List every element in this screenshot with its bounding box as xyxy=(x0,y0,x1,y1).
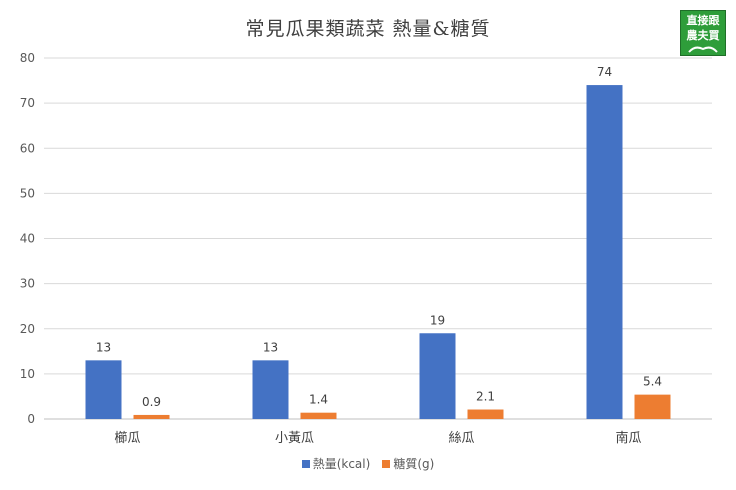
data-label: 0.9 xyxy=(142,395,161,409)
bar-sugar xyxy=(634,394,671,419)
y-tick-label: 20 xyxy=(20,322,35,336)
hand-icon xyxy=(688,46,718,53)
y-tick-label: 10 xyxy=(20,367,35,381)
bar-sugar xyxy=(467,409,504,419)
bar-sugar xyxy=(300,412,337,419)
y-tick-label: 60 xyxy=(20,141,35,155)
bar-chart: 0 10 20 30 40 50 60 70 80 13 0.9 櫛瓜 13 1.4 小黃瓜 19 2.1 絲瓜 7… xyxy=(20,51,712,446)
bar-calories xyxy=(419,333,456,419)
chart-legend: 熱量(kcal) 糖質(g) xyxy=(0,455,736,472)
x-tick-label: 小黃瓜 xyxy=(275,431,314,446)
data-label: 1.4 xyxy=(309,393,328,407)
y-tick-label: 70 xyxy=(20,96,35,110)
data-label: 13 xyxy=(96,340,111,354)
data-label: 2.1 xyxy=(476,390,495,404)
y-tick-label: 30 xyxy=(20,277,35,291)
y-tick-label: 0 xyxy=(27,412,35,426)
x-tick-label: 南瓜 xyxy=(615,430,641,446)
legend-label: 糖質(g) xyxy=(393,457,435,471)
legend-item: 熱量(kcal) xyxy=(301,455,371,472)
y-tick-label: 80 xyxy=(20,51,35,65)
logo-line-2: 農夫買 xyxy=(686,29,720,42)
bar-calories xyxy=(85,360,122,419)
bar-calories xyxy=(252,360,289,419)
x-tick-label: 絲瓜 xyxy=(448,431,474,446)
brand-logo: 直接跟 農夫買 xyxy=(680,10,726,56)
data-label: 13 xyxy=(263,340,278,354)
legend-swatch xyxy=(301,460,310,468)
bar-sugar xyxy=(133,414,170,419)
x-tick-label: 櫛瓜 xyxy=(114,431,140,446)
y-tick-label: 50 xyxy=(20,186,35,200)
bar-calories xyxy=(586,85,623,419)
logo-line-1: 直接跟 xyxy=(686,14,720,27)
data-label: 74 xyxy=(597,65,612,79)
chart-title: 常見瓜果類蔬菜 熱量&糖質 xyxy=(245,18,491,40)
legend-swatch xyxy=(382,460,391,468)
y-tick-label: 40 xyxy=(20,232,35,246)
legend-item: 糖質(g) xyxy=(382,455,434,472)
legend-label: 熱量(kcal) xyxy=(312,457,371,471)
data-label: 19 xyxy=(430,313,445,327)
data-label: 5.4 xyxy=(643,375,662,389)
